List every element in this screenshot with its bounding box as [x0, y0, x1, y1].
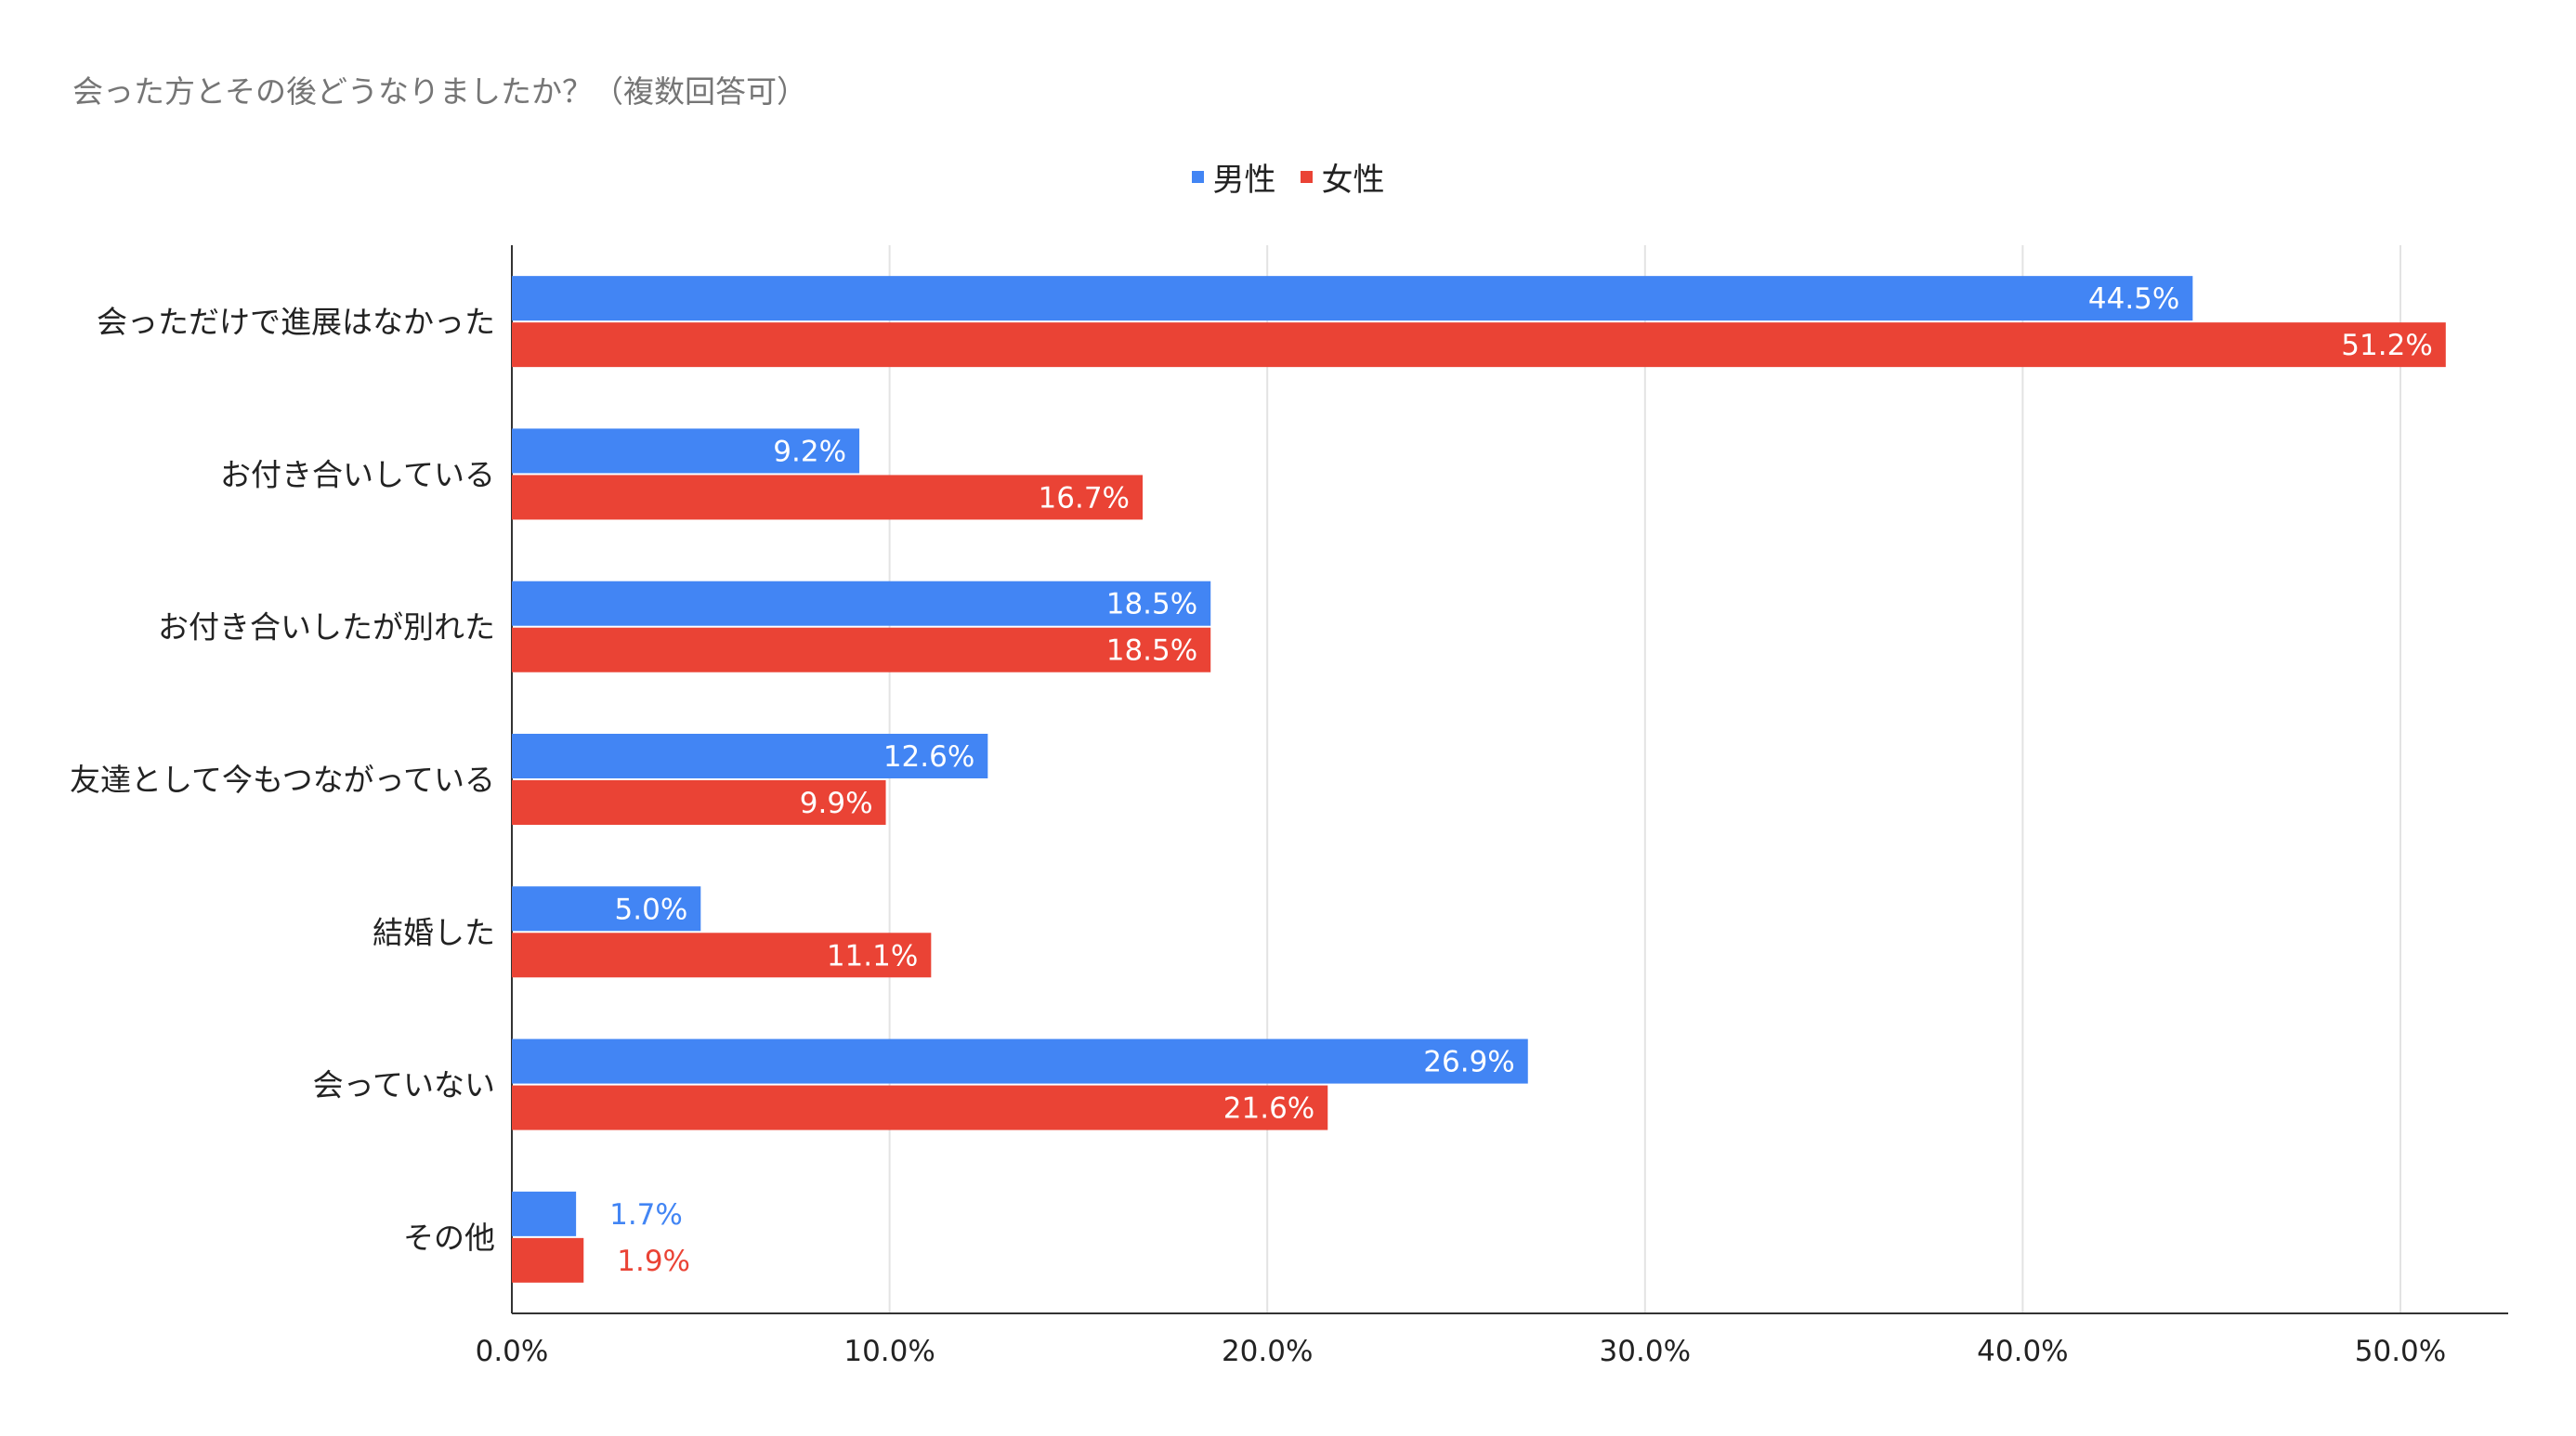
bar-female — [512, 933, 932, 978]
bar-female — [512, 627, 1211, 672]
data-label: 26.9% — [1423, 1046, 1514, 1079]
data-label: 21.6% — [1223, 1092, 1314, 1126]
x-tick-label: 50.0% — [2355, 1335, 2446, 1368]
category-label: 会っていない — [313, 1067, 495, 1103]
data-label: 5.0% — [615, 893, 688, 926]
legend-item-male: 男性 — [1191, 154, 1276, 200]
bar-male — [512, 428, 860, 474]
category-label: 友達として今もつながっている — [70, 762, 495, 798]
data-label: 44.5% — [2088, 282, 2179, 316]
bar-male — [512, 886, 701, 932]
data-label: 12.6% — [883, 740, 974, 774]
category-label: その他 — [403, 1220, 495, 1256]
data-label: 18.5% — [1106, 634, 1197, 668]
bar-female — [512, 1237, 584, 1283]
x-tick-label: 0.0% — [476, 1335, 549, 1368]
bar-male — [512, 1191, 577, 1236]
bar-female — [512, 780, 886, 825]
bar-male — [512, 581, 1211, 626]
data-label: 9.2% — [773, 435, 846, 468]
x-tick-label: 40.0% — [1977, 1335, 2068, 1368]
legend-label-female: 女性 — [1321, 162, 1385, 199]
bar-male — [512, 276, 2193, 321]
data-label: 9.9% — [800, 787, 873, 820]
category-label: 会っただけで進展はなかった — [97, 304, 495, 340]
data-label: 1.9% — [617, 1245, 690, 1278]
x-tick-label: 20.0% — [1222, 1335, 1313, 1368]
data-label: 16.7% — [1039, 481, 1130, 515]
category-label: 結婚した — [373, 914, 495, 950]
bar-female — [512, 322, 2446, 368]
category-label: お付き合いしたが別れた — [158, 609, 495, 646]
legend-swatch-female — [1300, 171, 1313, 183]
category-label: お付き合いしている — [220, 456, 495, 492]
bar-female — [512, 1085, 1328, 1130]
data-label: 1.7% — [609, 1198, 683, 1232]
data-label: 51.2% — [2341, 329, 2432, 362]
x-tick-label: 10.0% — [843, 1335, 935, 1368]
data-label: 18.5% — [1106, 588, 1197, 621]
legend-label-male: 男性 — [1212, 162, 1276, 199]
legend-swatch-male — [1191, 171, 1204, 183]
data-label: 11.1% — [827, 939, 918, 973]
legend-item-female: 女性 — [1300, 154, 1385, 200]
chart-title: 会った方とその後どうなりましたか？（複数回答可） — [72, 73, 808, 110]
bar-male — [512, 734, 988, 778]
x-tick-label: 30.0% — [1600, 1335, 1691, 1368]
bar-female — [512, 475, 1144, 520]
bar-male — [512, 1038, 1528, 1084]
legend: 男性 女性 — [0, 154, 2576, 200]
